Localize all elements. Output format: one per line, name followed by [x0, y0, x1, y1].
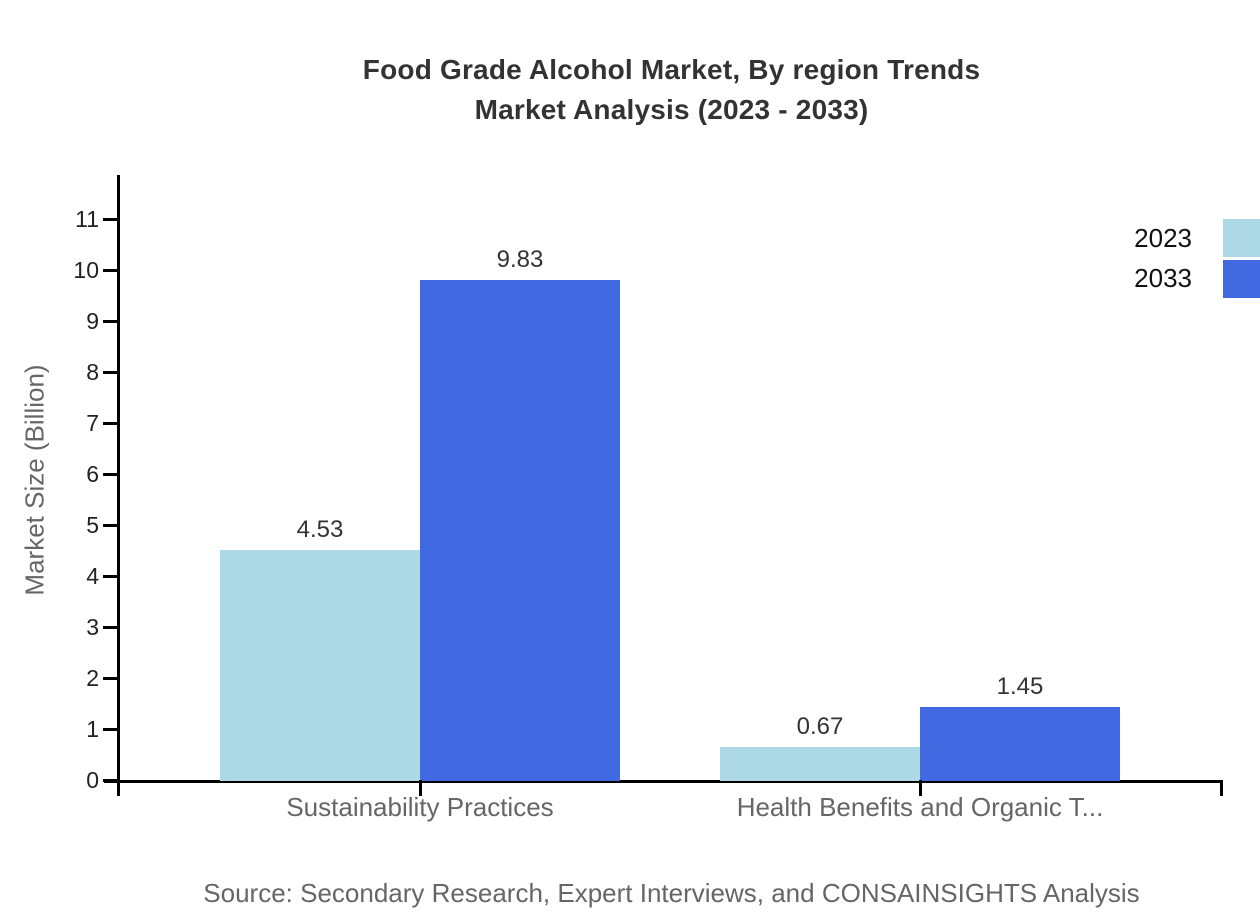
y-axis-tick-label: 0	[86, 767, 99, 793]
bar-2023-2	[720, 747, 920, 781]
y-axis-tick-mark	[103, 422, 117, 425]
y-axis-tick-label: 4	[86, 563, 99, 589]
legend-swatch-2023	[1223, 219, 1260, 257]
bar-2033-2	[920, 707, 1120, 781]
y-axis-tick-mark	[103, 371, 117, 374]
category-label-2: Health Benefits and Organic T...	[736, 792, 1104, 822]
bar-value-label: 1.45	[996, 673, 1044, 700]
bar-2033-1	[420, 280, 620, 781]
y-axis-tick-label: 6	[86, 461, 99, 487]
y-axis-tick-mark	[103, 269, 117, 272]
x-axis-tick-mark	[419, 780, 422, 796]
y-axis-tick-mark	[103, 524, 117, 527]
y-axis-tick-label: 9	[86, 308, 99, 334]
bar-value-label: 0.67	[796, 713, 844, 740]
y-axis-tick-label: 3	[86, 614, 99, 640]
y-axis-tick-label: 11	[75, 206, 99, 232]
y-axis-tick-label: 8	[86, 359, 99, 385]
legend-label-2033: 2033	[1134, 263, 1192, 293]
y-axis-tick-label: 10	[73, 257, 99, 283]
legend-swatch-2033	[1223, 260, 1260, 298]
chart-title-line-2: Market Analysis (2023 - 2033)	[474, 94, 869, 125]
y-axis-tick-label: 1	[86, 716, 99, 742]
category-label-1: Sustainability Practices	[286, 792, 554, 822]
y-axis-tick-label: 2	[86, 665, 99, 691]
bar-value-label: 4.53	[296, 516, 344, 543]
y-axis-tick-label: 7	[86, 410, 99, 436]
chart-title: Food Grade Alcohol Market, By region Tre…	[120, 50, 1223, 130]
y-axis-tick-mark	[103, 626, 117, 629]
y-axis-tick-mark	[103, 320, 117, 323]
y-axis-line	[117, 175, 120, 796]
y-axis-tick-mark	[103, 218, 117, 221]
chart-title-line-1: Food Grade Alcohol Market, By region Tre…	[362, 54, 981, 85]
y-axis-tick-mark	[103, 728, 117, 731]
x-axis-end-tick	[1220, 780, 1223, 796]
y-axis-tick-mark	[103, 473, 117, 476]
x-axis-line	[104, 780, 1223, 783]
y-axis-tick-label: 5	[86, 512, 99, 538]
bar-value-label: 9.83	[496, 246, 544, 273]
legend-label-2023: 2023	[1134, 223, 1192, 253]
y-axis-tick-mark	[103, 779, 117, 782]
y-axis-tick-mark	[103, 575, 117, 578]
source-note: Source: Secondary Research, Expert Inter…	[203, 878, 1140, 908]
y-axis-tick-mark	[103, 677, 117, 680]
bar-2023-1	[220, 550, 420, 781]
x-axis-tick-mark	[919, 780, 922, 796]
